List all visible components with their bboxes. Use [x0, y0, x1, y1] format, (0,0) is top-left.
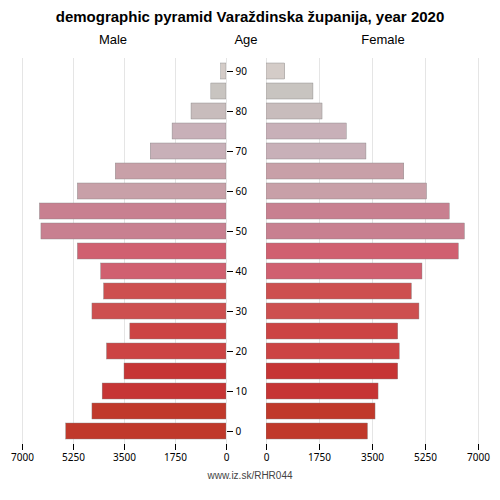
svg-text:5250: 5250	[62, 450, 85, 464]
svg-text:3500: 3500	[361, 450, 384, 464]
svg-text:60: 60	[236, 184, 248, 198]
svg-text:20: 20	[236, 344, 248, 358]
svg-text:7000: 7000	[467, 450, 490, 464]
svg-text:10: 10	[236, 384, 248, 398]
svg-text:50: 50	[236, 224, 248, 238]
html-text:Female: Female	[361, 32, 405, 47]
svg-text:0: 0	[264, 450, 270, 464]
html-text:www.iz.sk/RHR044: www.iz.sk/RHR044	[207, 470, 293, 481]
svg-text:0: 0	[224, 450, 230, 464]
svg-text:40: 40	[236, 264, 248, 278]
svg-text:1750: 1750	[164, 450, 187, 464]
html-text:Age: Age	[234, 32, 258, 47]
svg-text:80: 80	[236, 104, 248, 118]
svg-text:90: 90	[236, 64, 248, 78]
svg-text:1750: 1750	[308, 450, 331, 464]
html-text:Male: Male	[98, 32, 128, 47]
svg-text:7000: 7000	[11, 450, 34, 464]
svg-text:70: 70	[236, 144, 248, 158]
svg-text:30: 30	[236, 304, 248, 318]
svg-text:3500: 3500	[113, 450, 136, 464]
svg-text:0: 0	[236, 424, 242, 438]
html-text:demographic pyramid Varaždinsk: demographic pyramid Varaždinska županija…	[55, 8, 445, 25]
svg-text:5250: 5250	[414, 450, 437, 464]
